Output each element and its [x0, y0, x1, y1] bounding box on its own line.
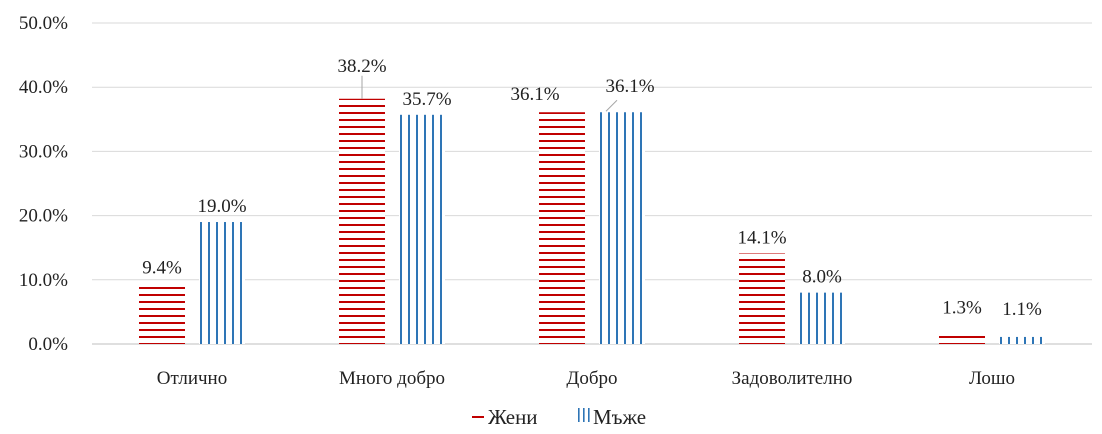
bar-women — [539, 112, 585, 344]
y-tick-label: 10.0% — [19, 270, 68, 291]
bar-men — [599, 112, 645, 344]
data-label: 8.0% — [802, 267, 842, 288]
y-tick-label: 20.0% — [19, 206, 68, 227]
x-axis-categories: Отлично Много добро Добро Задоволително Лошо — [157, 368, 1015, 389]
legend-label-women: Жени — [488, 405, 538, 429]
x-category-label: Задоволително — [732, 368, 853, 389]
bar-women — [339, 98, 385, 344]
data-label: 36.1% — [605, 76, 654, 97]
data-label: 14.1% — [737, 227, 786, 248]
data-label: 1.1% — [1002, 299, 1042, 320]
bar-men — [999, 336, 1045, 344]
legend-key-men — [578, 408, 590, 422]
x-category-label: Добро — [566, 368, 617, 389]
y-tick-label: 50.0% — [19, 13, 68, 34]
data-label: 1.3% — [942, 298, 982, 319]
legend-key-women — [472, 416, 484, 418]
y-tick-label: 30.0% — [19, 141, 68, 162]
y-axis-ticks: 0.0% 10.0% 20.0% 30.0% 40.0% 50.0% — [19, 13, 68, 355]
x-category-label: Много добро — [339, 368, 445, 389]
y-tick-label: 0.0% — [28, 334, 68, 355]
legend: Жени Мъже — [472, 405, 646, 429]
data-labels: 9.4% 19.0% 38.2% 35.7% 36.1% 36.1% 14.1% 8.0% 1.… — [142, 56, 1042, 320]
data-label: 9.4% — [142, 258, 182, 279]
bar-men — [799, 292, 845, 344]
bar-women — [139, 283, 185, 344]
grid-lines — [92, 22, 1092, 345]
bars — [139, 98, 1045, 344]
bar-men — [199, 222, 245, 344]
bar-men — [399, 114, 445, 344]
x-category-label: Лошо — [969, 368, 1015, 389]
legend-label-men: Мъже — [593, 405, 646, 429]
data-label: 38.2% — [337, 56, 386, 77]
data-label: 19.0% — [197, 196, 246, 217]
label-leader-line — [605, 99, 618, 112]
y-tick-label: 40.0% — [19, 77, 68, 98]
data-label: 36.1% — [510, 84, 559, 105]
x-category-label: Отлично — [157, 368, 227, 389]
bar-women — [739, 253, 785, 344]
data-label: 35.7% — [402, 89, 451, 110]
bar-women — [939, 335, 985, 344]
